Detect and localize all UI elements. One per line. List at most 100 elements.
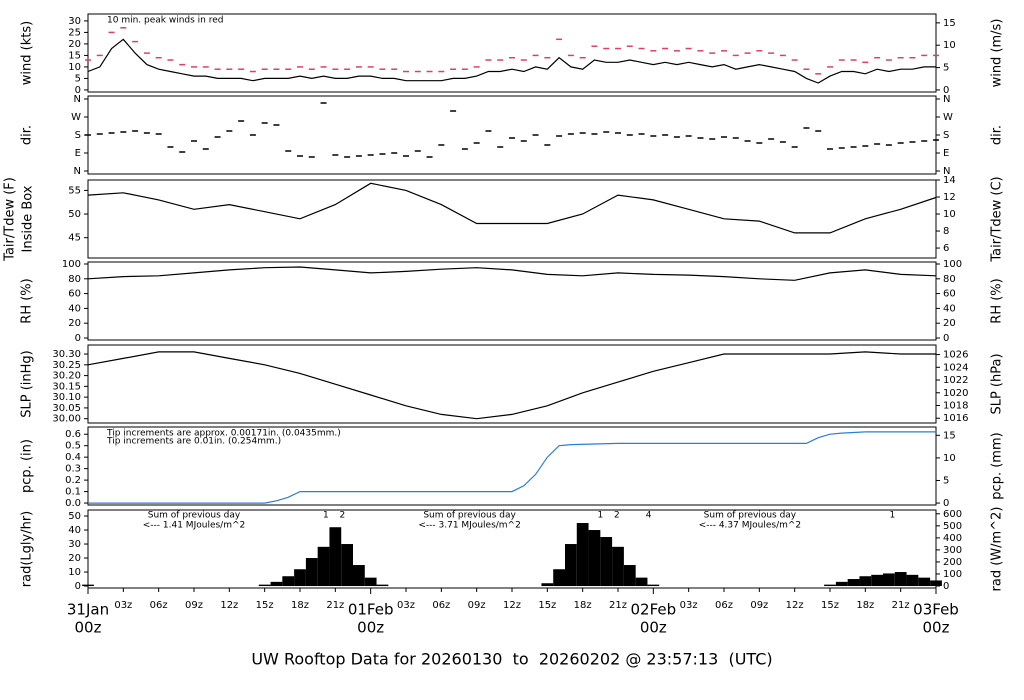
- bar: [329, 527, 342, 587]
- annotation: Sum of previous day: [148, 511, 241, 521]
- y2-axis-label: dir.: [990, 125, 1005, 145]
- y-tick-label: N: [74, 166, 81, 177]
- tip-mark: 2: [614, 511, 620, 521]
- x-tick-label: 03z: [397, 600, 415, 611]
- y-tick-label: 25: [68, 27, 81, 38]
- y2-tick-label: 0: [943, 581, 949, 592]
- y-tick-label: 0: [75, 333, 81, 344]
- bar: [565, 544, 577, 587]
- y-tick-label: 30: [68, 16, 81, 27]
- bar: [883, 573, 895, 587]
- y-tick-label: 55: [68, 185, 81, 196]
- x-tick-label: 06z: [715, 600, 733, 611]
- y-axis-label: Tair/Tdew (F): [3, 177, 18, 262]
- x-tick-label: 09z: [750, 600, 768, 611]
- y2-tick-label: 500: [943, 521, 962, 532]
- bar: [541, 583, 554, 587]
- tip-mark: 2: [340, 511, 346, 521]
- series-line: [87, 351, 936, 420]
- x-tick-label: 12z: [786, 600, 804, 611]
- y-tick-label: 0.6: [65, 429, 81, 440]
- bar: [576, 523, 589, 587]
- bar: [82, 584, 94, 587]
- y2-tick-label: 15: [943, 430, 956, 441]
- series-line: [87, 182, 937, 234]
- y2-axis-label: wind (m/s): [990, 19, 1005, 88]
- bar: [906, 574, 919, 587]
- y-tick-label: 80: [68, 274, 81, 285]
- bar: [588, 530, 601, 587]
- x-tick-label: 18z: [291, 600, 309, 611]
- bar: [258, 584, 271, 587]
- bar: [341, 544, 353, 587]
- y2-tick-label: 300: [943, 545, 962, 556]
- series-line: [87, 38, 936, 84]
- x-tick-label: 09z: [468, 600, 486, 611]
- y-axis-sublabel: Inside Box: [21, 185, 36, 252]
- panel-frame: [87, 344, 937, 424]
- y-tick-label: 20: [68, 39, 81, 50]
- bar: [317, 546, 330, 587]
- bar: [859, 576, 872, 587]
- x-tick-label: 18z: [574, 600, 592, 611]
- y-axis-label: RH (%): [20, 278, 35, 323]
- y-tick-label: 0.2: [65, 475, 81, 486]
- y2-tick-label: 5: [943, 63, 949, 74]
- tip-mark: 1: [890, 511, 896, 521]
- bar: [930, 580, 942, 587]
- panel-frame: [87, 426, 937, 506]
- y-tick-label: 10: [68, 62, 81, 73]
- x-tick-label: 21z: [326, 600, 344, 611]
- y-tick-label: 40: [68, 303, 81, 314]
- bar: [824, 584, 836, 587]
- bar: [871, 574, 883, 587]
- y-axis-label: rad(Lgly/hr): [20, 511, 35, 587]
- day-label: 31Jan: [67, 601, 109, 619]
- y2-tick-label: 600: [943, 509, 962, 520]
- day-label: 02Feb: [631, 601, 677, 619]
- day-time-label: 00z: [357, 619, 384, 637]
- y2-tick-label: 40: [943, 303, 956, 314]
- bar: [364, 577, 377, 587]
- y2-tick-label: 0: [943, 85, 949, 96]
- bar: [894, 572, 907, 587]
- tip-mark: 1: [323, 511, 329, 521]
- annotation: <--- 3.71 MJoules/m^2: [418, 521, 520, 531]
- bar: [623, 565, 636, 587]
- bar: [835, 581, 848, 587]
- bar: [647, 584, 660, 587]
- y2-tick-label: 1026: [943, 350, 968, 361]
- x-tick-label: 21z: [892, 600, 910, 611]
- y-tick-label: E: [75, 148, 81, 159]
- note: Tip increments are approx. 0.00171in. (0…: [106, 429, 341, 439]
- bar: [612, 546, 624, 587]
- y-tick-label: 30.10: [52, 392, 81, 403]
- y2-tick-label: 100: [943, 259, 962, 270]
- bar: [376, 584, 389, 587]
- y2-tick-label: 12: [943, 192, 956, 203]
- y2-tick-label: 10: [943, 453, 956, 464]
- x-tick-label: 12z: [503, 600, 521, 611]
- bar: [600, 537, 613, 587]
- y2-tick-label: 200: [943, 557, 962, 568]
- panel-frame: [87, 179, 937, 259]
- y2-axis-label: RH (%): [990, 278, 1005, 323]
- bar: [553, 569, 565, 587]
- bar: [305, 558, 318, 587]
- annotation: Sum of previous day: [704, 511, 797, 521]
- y2-tick-label: 1018: [943, 400, 968, 411]
- y2-tick-label: S: [943, 130, 949, 141]
- bar: [294, 569, 306, 587]
- bar: [635, 577, 648, 587]
- y2-axis-label: rad (W/m^2): [990, 507, 1005, 592]
- y-tick-label: 20: [68, 318, 81, 329]
- y2-tick-label: 0: [943, 333, 949, 344]
- x-tick-label: 15z: [538, 600, 556, 611]
- y-tick-label: 0.0: [65, 498, 81, 509]
- y2-tick-label: 5: [943, 475, 949, 486]
- y2-tick-label: E: [943, 148, 949, 159]
- y2-tick-label: N: [943, 166, 950, 177]
- y2-tick-label: 1022: [943, 375, 968, 386]
